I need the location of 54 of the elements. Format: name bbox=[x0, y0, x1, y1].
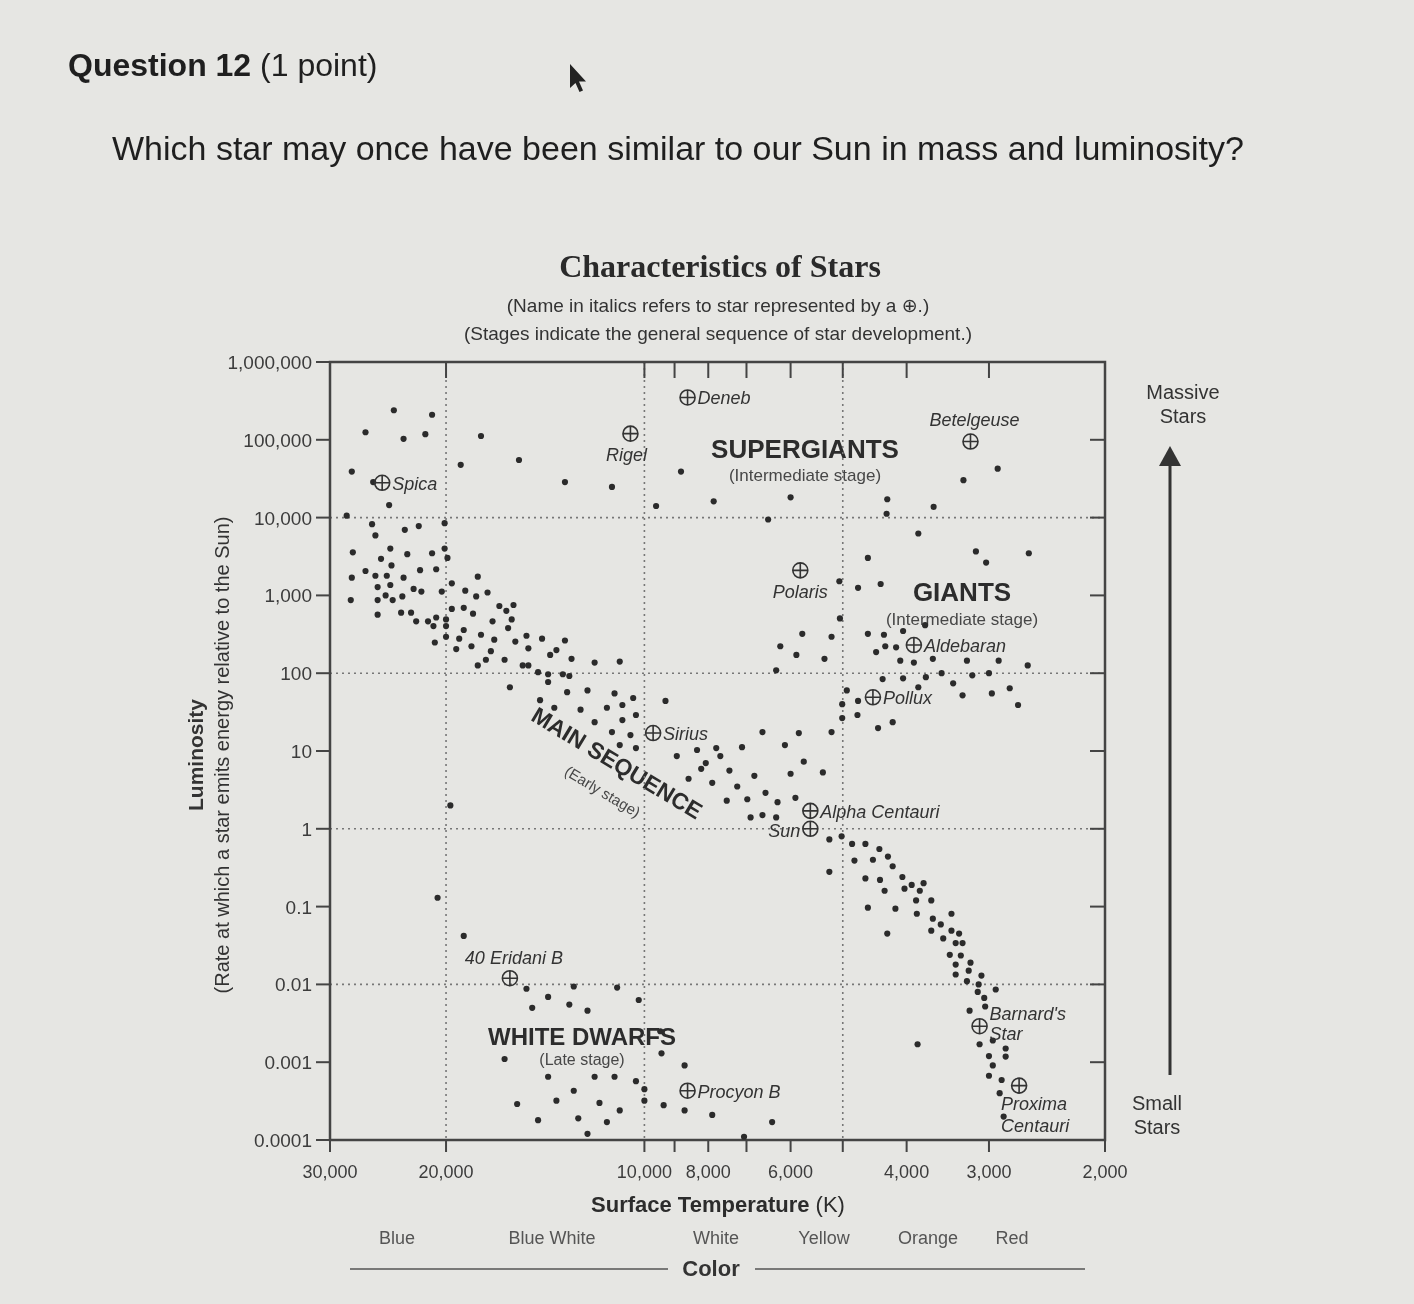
text: Blue White bbox=[508, 1228, 596, 1248]
y-tick-label: 1,000 bbox=[264, 584, 312, 606]
text: Which star may once have been similar to our Sun in mass and luminosity? bbox=[112, 129, 1244, 167]
text: Small Stars bbox=[1131, 1092, 1183, 1138]
text: Blue bbox=[378, 1228, 416, 1248]
chart-subtitle: (Name in italics refers to star represented by a ⊕.) (Stages indicate the general sequence of star development.) bbox=[463, 295, 973, 344]
x-tick-label: 3,000 bbox=[966, 1162, 1012, 1182]
text: White bbox=[692, 1228, 740, 1248]
annotation: (Late stage) bbox=[539, 1050, 625, 1068]
series-label: Betelgeuse bbox=[929, 409, 1020, 430]
x-tick-label: 10,000 bbox=[616, 1162, 672, 1182]
text: Color bbox=[682, 1256, 741, 1281]
series-label: Alpha Centauri bbox=[819, 801, 941, 822]
text: Yellow bbox=[798, 1228, 851, 1248]
series-label: Barnard's Star bbox=[989, 1004, 1067, 1045]
y-tick-label: 0.1 bbox=[285, 896, 312, 918]
y-tick-label: 100,000 bbox=[243, 429, 312, 451]
y-tick-label: 0.0001 bbox=[253, 1129, 312, 1151]
y-tick-label: 1 bbox=[301, 818, 312, 840]
x-tick-label: 30,000 bbox=[302, 1162, 358, 1182]
x-tick-label: 2,000 bbox=[1082, 1162, 1128, 1182]
annotation: (Intermediate stage) bbox=[885, 609, 1039, 629]
y-tick-label: 0.01 bbox=[275, 973, 312, 995]
text: Massive Stars bbox=[1146, 381, 1220, 427]
y-tick-label: 100 bbox=[280, 662, 312, 684]
chart-title: Characteristics of Stars bbox=[559, 248, 881, 284]
series-label: Aldebaran bbox=[922, 636, 1006, 657]
annotation: (Intermediate stage) bbox=[728, 465, 882, 485]
y-tick-label: 10,000 bbox=[253, 507, 312, 529]
text: Question 12 (1 point) bbox=[68, 47, 378, 83]
series-label: Procyon B bbox=[697, 1081, 781, 1102]
series-label: Polaris bbox=[772, 582, 828, 603]
annotation: GIANTS bbox=[912, 577, 1012, 607]
series-label: Sirius bbox=[663, 724, 709, 745]
text: Red bbox=[995, 1228, 1029, 1248]
y-tick-label: 10 bbox=[290, 740, 312, 762]
series-label: 40 Eridani B bbox=[464, 948, 563, 969]
annotation: WHITE DWARFS bbox=[488, 1022, 676, 1050]
x-tick-label: 8,000 bbox=[685, 1162, 731, 1182]
x-tick-label: 20,000 bbox=[418, 1162, 474, 1182]
x-tick-label: 6,000 bbox=[768, 1162, 814, 1182]
series-label: Spica bbox=[392, 473, 438, 494]
series-label: Proxima Centauri bbox=[1001, 1093, 1071, 1136]
series-label: Deneb bbox=[697, 388, 751, 409]
y-axis-title: Luminosity (Rate at which a star emits energy relative to the Sun) bbox=[183, 516, 233, 994]
y-tick-label: 0.001 bbox=[264, 1051, 312, 1073]
x-axis-title: Surface Temperature (K) bbox=[591, 1192, 845, 1217]
x-tick-label: 4,000 bbox=[884, 1162, 930, 1182]
annotation: SUPERGIANTS bbox=[711, 434, 899, 464]
text: Orange bbox=[897, 1228, 959, 1248]
series-label: Pollux bbox=[882, 688, 933, 709]
series-label: Rigel bbox=[605, 444, 648, 465]
y-tick-label: 1,000,000 bbox=[227, 351, 312, 373]
series-label: Sun bbox=[768, 820, 801, 841]
